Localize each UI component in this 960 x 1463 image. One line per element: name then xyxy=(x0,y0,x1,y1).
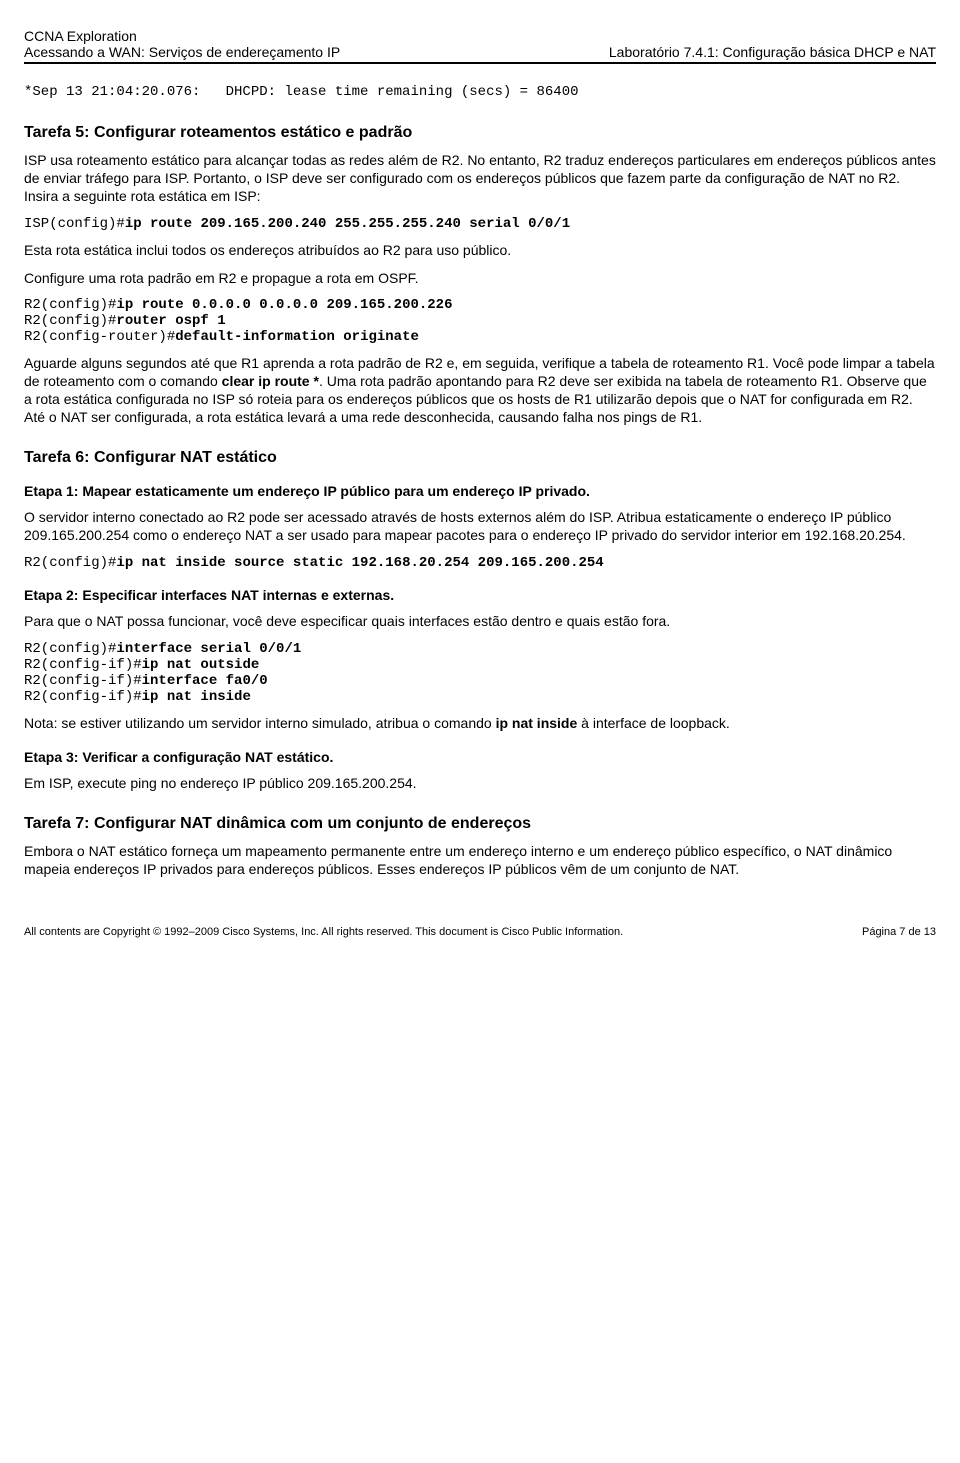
task7-para: Embora o NAT estático forneça um mapeame… xyxy=(24,843,936,879)
note-a: Nota: se estiver utilizando um servidor … xyxy=(24,715,496,731)
code-prefix: R2(config-router)# xyxy=(24,329,175,345)
code-command: router ospf 1 xyxy=(116,313,225,329)
task7-title: Tarefa 7: Configurar NAT dinâmica com um… xyxy=(24,815,936,833)
task5-para2: Esta rota estática inclui todos os ender… xyxy=(24,242,936,260)
header-right: Laboratório 7.4.1: Configuração básica D… xyxy=(609,28,936,60)
task5-code1: ISP(config)#ip route 209.165.200.240 255… xyxy=(24,216,936,232)
header-module: Acessando a WAN: Serviços de endereçamen… xyxy=(24,44,340,60)
code-command: ip nat inside source static 192.168.20.2… xyxy=(116,555,603,571)
task5-para4: Aguarde alguns segundos até que R1 apren… xyxy=(24,355,936,427)
code-command: ip nat inside xyxy=(142,689,251,705)
task5-para1: ISP usa roteamento estático para alcança… xyxy=(24,152,936,206)
header-course: CCNA Exploration xyxy=(24,28,340,44)
task6-step1-para: O servidor interno conectado ao R2 pode … xyxy=(24,509,936,545)
task6-step1-title: Etapa 1: Mapear estaticamente um endereç… xyxy=(24,483,936,499)
code-command: ip route 0.0.0.0 0.0.0.0 209.165.200.226 xyxy=(116,297,452,313)
task5-code2: R2(config)#ip route 0.0.0.0 0.0.0.0 209.… xyxy=(24,297,936,345)
header-lab: Laboratório 7.4.1: Configuração básica D… xyxy=(609,44,936,60)
task6-step3-para: Em ISP, execute ping no endereço IP públ… xyxy=(24,775,936,793)
page-footer: All contents are Copyright © 1992–2009 C… xyxy=(24,926,936,938)
code-prefix: R2(config)# xyxy=(24,641,116,657)
note-b: à interface de loopback. xyxy=(577,715,730,731)
note-bold: ip nat inside xyxy=(496,715,578,731)
task6-title: Tarefa 6: Configurar NAT estático xyxy=(24,449,936,467)
code-prefix: R2(config-if)# xyxy=(24,689,142,705)
code-command: interface serial 0/0/1 xyxy=(116,641,301,657)
page-header: CCNA Exploration Acessando a WAN: Serviç… xyxy=(24,28,936,64)
task5-para4-bold: clear ip route * xyxy=(222,373,319,389)
task6-step2-code: R2(config)#interface serial 0/0/1 R2(con… xyxy=(24,641,936,705)
footer-page-number: Página 7 de 13 xyxy=(862,926,936,938)
header-left: CCNA Exploration Acessando a WAN: Serviç… xyxy=(24,28,340,60)
code-prefix: R2(config)# xyxy=(24,297,116,313)
code-prefix: ISP(config)# xyxy=(24,216,125,232)
task5-title: Tarefa 5: Configurar roteamentos estátic… xyxy=(24,124,936,142)
log-output: *Sep 13 21:04:20.076: DHCPD: lease time … xyxy=(24,84,936,102)
task6-step3-title: Etapa 3: Verificar a configuração NAT es… xyxy=(24,749,936,765)
task5-para3: Configure uma rota padrão em R2 e propag… xyxy=(24,270,936,288)
task6-step2-title: Etapa 2: Especificar interfaces NAT inte… xyxy=(24,587,936,603)
code-prefix: R2(config-if)# xyxy=(24,657,142,673)
code-prefix: R2(config-if)# xyxy=(24,673,142,689)
task6-step1-code: R2(config)#ip nat inside source static 1… xyxy=(24,555,936,571)
task6-step2-para: Para que o NAT possa funcionar, você dev… xyxy=(24,613,936,631)
code-command: interface fa0/0 xyxy=(142,673,268,689)
footer-copyright: All contents are Copyright © 1992–2009 C… xyxy=(24,926,623,938)
code-command: default-information originate xyxy=(175,329,419,345)
code-prefix: R2(config)# xyxy=(24,313,116,329)
code-command: ip route 209.165.200.240 255.255.255.240… xyxy=(125,216,570,232)
code-command: ip nat outside xyxy=(142,657,260,673)
code-prefix: R2(config)# xyxy=(24,555,116,571)
task6-step2-note: Nota: se estiver utilizando um servidor … xyxy=(24,715,936,733)
